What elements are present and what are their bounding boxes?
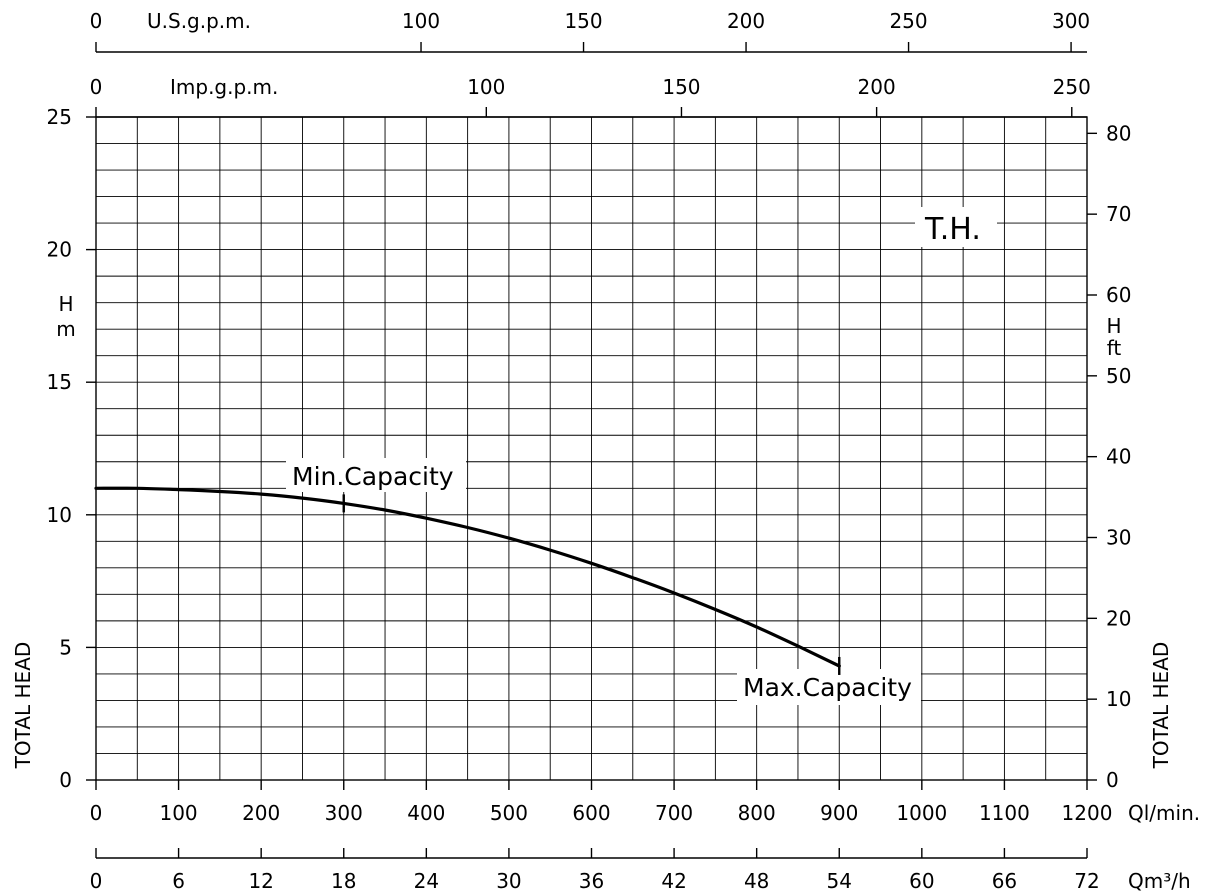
us-gpm-tick-label: 200 — [727, 9, 765, 33]
us-gpm-axis: 0 100 150 200 250 300 U.S.g.p.m. — [90, 9, 1090, 53]
imp-gpm-tick-label: 200 — [858, 75, 896, 99]
head-ft-tick-label: 30 — [1106, 525, 1131, 549]
flow-lmin-tick-label: 500 — [490, 801, 528, 825]
flow-m3h-tick-label: 18 — [331, 869, 356, 893]
flow-m3h-tick-label: 12 — [248, 869, 273, 893]
max-capacity-label-background — [737, 669, 921, 705]
flow-m3h-tick-label: 30 — [496, 869, 521, 893]
imp-gpm-axis: 0 100 150 200 250 Imp.g.p.m. — [90, 75, 1091, 118]
us-gpm-tick-label: 150 — [564, 9, 602, 33]
flow-lmin-tick-label: 800 — [738, 801, 776, 825]
head-ft-tick-label: 40 — [1106, 445, 1131, 469]
flow-lmin-tick-label: 1200 — [1062, 801, 1113, 825]
curve-label: T.H. — [924, 212, 981, 247]
head-ft-tick-label: 60 — [1106, 283, 1131, 307]
flow-lmin-tick-label: 300 — [325, 801, 363, 825]
flow-m3h-tick-label: 36 — [579, 869, 604, 893]
head-m-tick-label: 5 — [59, 635, 72, 659]
head-curve-group — [94, 486, 841, 668]
flow-lmin-tick-label: 600 — [572, 801, 610, 825]
head-m-axis: 0 5 10 15 20 25 H m TOTAL HEAD — [11, 105, 96, 792]
flow-m3h-tick-label: 72 — [1074, 869, 1099, 893]
head-m-tick-label: 25 — [47, 105, 72, 129]
head-ft-tick-label: 80 — [1106, 121, 1131, 145]
imp-gpm-tick-label: 250 — [1053, 75, 1091, 99]
curve-label-background — [915, 207, 997, 247]
head-ft-tick-label: 20 — [1106, 606, 1131, 630]
head-ft-tick-label: 70 — [1106, 202, 1131, 226]
head-m-unit-m: m — [56, 317, 75, 341]
flow-m3h-tick-label: 54 — [827, 869, 852, 893]
head-ft-tick-label: 10 — [1106, 687, 1131, 711]
us-gpm-unit-label: U.S.g.p.m. — [147, 9, 251, 33]
flow-m3h-tick-label: 60 — [909, 869, 934, 893]
flow-lmin-tick-label: 900 — [820, 801, 858, 825]
min-capacity-group: Min.Capacity — [286, 458, 466, 513]
flow-lmin-tick-label: 0 — [90, 801, 103, 825]
flow-m3h-tick-label: 0 — [90, 869, 103, 893]
min-capacity-label-background — [286, 458, 466, 492]
us-gpm-tick-label: 0 — [90, 9, 103, 33]
imp-gpm-tick-label: 0 — [90, 75, 103, 99]
flow-lmin-tick-label: 1100 — [979, 801, 1030, 825]
flow-m3h-tick-label: 48 — [744, 869, 769, 893]
head-ft-axis: 0 10 20 30 40 50 60 70 80 H ft TOTAL HEAD — [1087, 121, 1173, 792]
flow-m3h-tick-label: 24 — [414, 869, 439, 893]
flow-m3h-unit-label: Qm³/h — [1128, 869, 1191, 893]
grid — [96, 117, 1087, 780]
head-ft-unit-ft: ft — [1107, 336, 1122, 360]
head-m-unit-h: H — [58, 292, 73, 316]
head-m-tick-label: 15 — [47, 370, 72, 394]
max-capacity-label: Max.Capacity — [743, 673, 912, 702]
head-ft-tick-label: 0 — [1106, 768, 1119, 792]
head-ft-unit-h: H — [1106, 314, 1121, 338]
flow-lmin-tick-label: 200 — [242, 801, 280, 825]
head-ft-tick-label: 50 — [1106, 364, 1131, 388]
flow-lmin-tick-label: 100 — [159, 801, 197, 825]
min-capacity-label: Min.Capacity — [292, 462, 454, 491]
flow-m3h-tick-label: 6 — [172, 869, 185, 893]
flow-lmin-axis: 0 100 200 300 400 500 600 700 800 900 1000 1100 1200… — [90, 780, 1200, 825]
flow-lmin-tick-label: 400 — [407, 801, 445, 825]
head-m-tick-label: 20 — [47, 238, 72, 262]
us-gpm-tick-label: 300 — [1052, 9, 1090, 33]
flow-lmin-unit-label: Ql/min. — [1128, 801, 1200, 825]
flow-lmin-tick-label: 700 — [655, 801, 693, 825]
imp-gpm-unit-label: Imp.g.p.m. — [170, 75, 278, 99]
curve-label-group: T.H. — [915, 207, 997, 247]
max-capacity-group: Max.Capacity — [737, 656, 921, 705]
flow-m3h-axis: 0 6 12 18 24 30 36 42 48 54 60 66 72 Qm³/h — [90, 848, 1191, 893]
total-head-curve — [94, 486, 841, 668]
imp-gpm-tick-label: 150 — [662, 75, 700, 99]
left-axis-title: TOTAL HEAD — [11, 642, 35, 770]
us-gpm-tick-label: 100 — [402, 9, 440, 33]
imp-gpm-tick-label: 100 — [467, 75, 505, 99]
flow-lmin-tick-label: 1000 — [896, 801, 947, 825]
flow-m3h-tick-label: 66 — [992, 869, 1017, 893]
head-m-tick-label: 0 — [59, 768, 72, 792]
us-gpm-tick-label: 250 — [889, 9, 927, 33]
flow-m3h-tick-label: 42 — [661, 869, 686, 893]
right-axis-title: TOTAL HEAD — [1149, 642, 1173, 770]
head-m-tick-label: 10 — [47, 503, 72, 527]
